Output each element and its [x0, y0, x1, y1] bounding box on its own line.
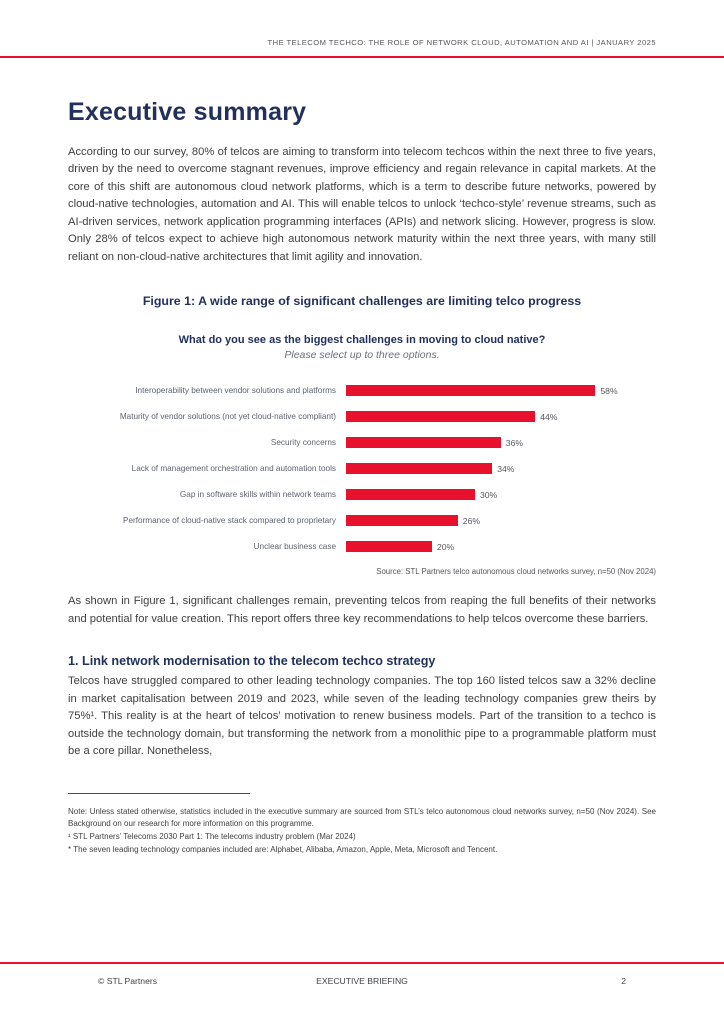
chart-row: Security concerns 36% [68, 437, 656, 449]
chart-row: Performance of cloud-native stack compar… [68, 515, 656, 527]
chart-value-label: 44% [540, 411, 558, 422]
section-heading: 1. Link network modernisation to the tel… [68, 654, 436, 669]
chart-category-label: Interoperability between vendor solution… [135, 385, 336, 395]
chart-value-label: 30% [480, 489, 498, 500]
footer-document-type: EXECUTIVE BRIEFING [316, 976, 408, 986]
chart-value-label: 36% [505, 437, 523, 448]
chart-bar-area: 34% [346, 463, 656, 475]
chart-subtitle: Please select up to three options. [284, 349, 440, 362]
page-title: Executive summary [68, 98, 307, 126]
header-rule [0, 56, 724, 58]
footnote-1: ¹ STL Partners’ Telecoms 2030 Part 1: Th… [68, 831, 356, 841]
chart-row: Gap in software skills within network te… [68, 489, 656, 501]
bar-chart: Interoperability between vendor solution… [68, 385, 656, 553]
chart-bar [346, 385, 596, 397]
chart-category-label: Performance of cloud-native stack compar… [123, 515, 336, 525]
page-header: THE TELECOM TECHCO: THE ROLE OF NETWORK … [0, 0, 724, 47]
chart-row: Lack of management orchestration and aut… [68, 463, 656, 475]
figure-caption: Figure 1: A wide range of significant ch… [142, 294, 582, 309]
chart-category-label: Gap in software skills within network te… [179, 489, 336, 499]
footer-copyright: © STL Partners [98, 976, 158, 986]
footnote-rule [68, 792, 250, 794]
chart-bar [346, 489, 475, 501]
chart-row: Interoperability between vendor solution… [68, 385, 656, 397]
chart-bar-area: 44% [346, 411, 656, 423]
chart-bar [346, 437, 501, 449]
chart-title: What do you see as the biggest challenge… [178, 334, 546, 347]
chart-bar [346, 541, 432, 553]
footnote-asterisk: * The seven leading technology companies… [68, 844, 498, 854]
after-figure-paragraph: As shown in Figure 1, significant challe… [68, 595, 656, 625]
chart-value-label: 26% [462, 515, 480, 526]
page-content: Executive summary According to our surve… [0, 98, 724, 856]
footer-page-number: 2 [621, 976, 626, 986]
chart-bar [346, 411, 536, 423]
chart-source: Source: STL Partners telco autonomous cl… [376, 567, 656, 577]
chart-bar-area: 36% [346, 437, 656, 449]
chart-bar-area: 30% [346, 489, 656, 501]
footnote-note: Note: Unless stated otherwise, statistic… [68, 806, 656, 828]
chart-category-label: Maturity of vendor solutions (not yet cl… [119, 411, 336, 421]
chart-row: Unclear business case 20% [68, 541, 656, 553]
chart-category-label: Unclear business case [253, 541, 336, 551]
chart-bar-area: 58% [346, 385, 656, 397]
chart-category-label: Lack of management orchestration and aut… [131, 463, 336, 473]
footer-rule [0, 962, 724, 964]
chart-row: Maturity of vendor solutions (not yet cl… [68, 411, 656, 423]
chart-value-label: 20% [437, 541, 455, 552]
chart-bar-area: 26% [346, 515, 656, 527]
page-footer: © STL Partners EXECUTIVE BRIEFING 2 [0, 962, 724, 986]
chart-category-label: Security concerns [270, 437, 336, 447]
chart-bar [346, 463, 493, 475]
chart-bar [346, 515, 458, 527]
chart-value-label: 34% [497, 463, 515, 474]
section-paragraph: Telcos have struggled compared to other … [68, 675, 656, 758]
intro-paragraph: According to our survey, 80% of telcos a… [68, 146, 656, 263]
chart-bar-area: 20% [346, 541, 656, 553]
page-header-text: THE TELECOM TECHCO: THE ROLE OF NETWORK … [267, 38, 656, 47]
chart-value-label: 58% [600, 385, 618, 396]
